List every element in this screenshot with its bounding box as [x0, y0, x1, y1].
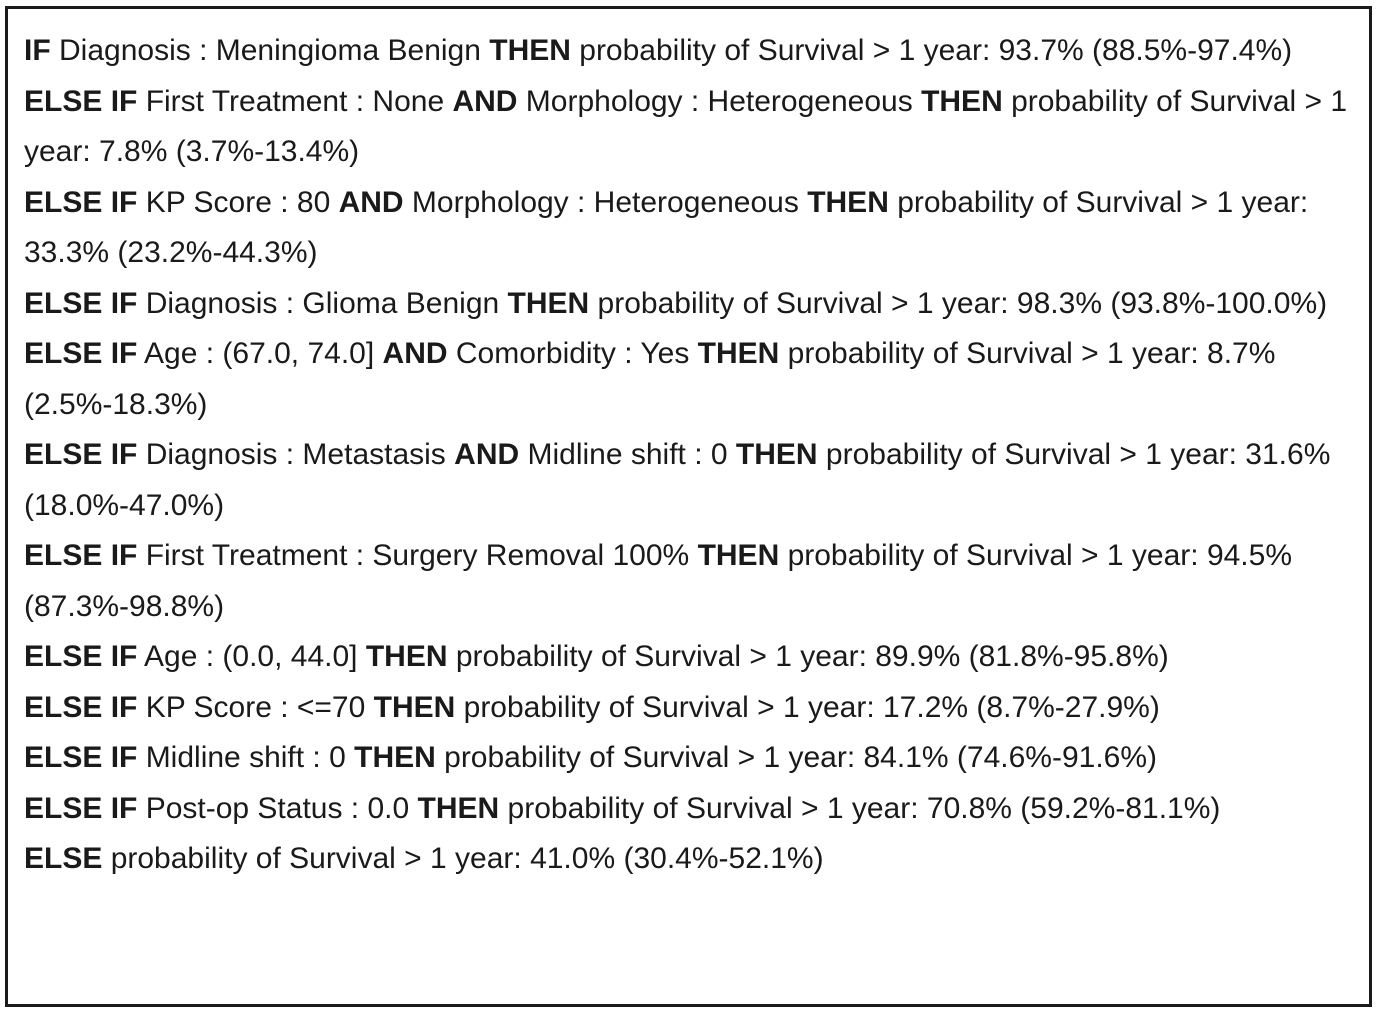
rule-keyword: IF — [24, 34, 51, 67]
rule-condition-text: KP Score : 80 — [137, 185, 339, 219]
rule-keyword: ELSE IF — [24, 185, 138, 219]
rule-keyword: AND — [338, 185, 404, 219]
rule-keyword: ELSE IF — [24, 337, 138, 370]
rule-condition-text: Midline shift : 0 — [519, 438, 736, 471]
rule-item: IF Diagnosis : Meningioma Benign THEN pr… — [24, 26, 1354, 77]
rule-condition-text: Diagnosis : Metastasis — [137, 438, 455, 471]
rule-item: ELSE probability of Survival > 1 year: 4… — [24, 834, 1354, 885]
rule-condition-text: probability of Survival > 1 year: 93.7% … — [570, 34, 1293, 67]
rule-list-frame — [5, 6, 1372, 1007]
rule-keyword: ELSE — [24, 842, 103, 875]
rule-condition-text: probability of Survival > 1 year: 17.2% … — [455, 690, 1160, 724]
rule-condition-text: Diagnosis : Meningioma Benign — [50, 34, 490, 67]
rule-keyword: THEN — [373, 690, 456, 724]
rule-condition-text: Midline shift : 0 — [137, 741, 355, 774]
rule-keyword: THEN — [735, 438, 818, 471]
rule-condition-text: probability of Survival > 1 year: 31.6% … — [24, 438, 1331, 522]
rule-item: ELSE IF First Treatment : None AND Morph… — [24, 77, 1354, 178]
rule-keyword: ELSE IF — [24, 438, 138, 471]
rule-item: ELSE IF KP Score : <=70 THEN probability… — [24, 683, 1354, 734]
rule-keyword: THEN — [354, 741, 436, 774]
rule-condition-text: probability of Survival > 1 year: 98.3% … — [589, 286, 1328, 320]
rule-item: ELSE IF Age : (67.0, 74.0] AND Comorbidi… — [24, 329, 1354, 430]
rule-keyword: AND — [452, 84, 518, 118]
rule-keyword: ELSE IF — [24, 791, 138, 825]
rule-keyword: THEN — [921, 84, 1003, 118]
rule-condition-text: probability of Survival > 1 year: 7.8% (… — [24, 84, 1348, 169]
rule-condition-text: probability of Survival > 1 year: 94.5% … — [24, 539, 1293, 623]
rule-keyword: THEN — [417, 791, 500, 825]
rule-condition-text: probability of Survival > 1 year: 84.1% … — [435, 741, 1157, 774]
decision-rule-list: IF Diagnosis : Meningioma Benign THEN pr… — [24, 26, 1354, 885]
rule-item: ELSE IF Diagnosis : Glioma Benign THEN p… — [24, 279, 1354, 330]
rule-keyword: THEN — [697, 539, 780, 572]
rule-condition-text: Comorbidity : Yes — [447, 337, 698, 370]
rule-item: ELSE IF Age : (0.0, 44.0] THEN probabili… — [24, 632, 1354, 683]
rule-condition-text: probability of Survival > 1 year: 89.9% … — [447, 640, 1169, 673]
rule-item: ELSE IF KP Score : 80 AND Morphology : H… — [24, 178, 1354, 279]
rule-keyword: AND — [454, 438, 520, 471]
rule-keyword: THEN — [365, 640, 448, 673]
rule-condition-text: Morphology : Heterogeneous — [517, 84, 922, 118]
rule-item: ELSE IF Diagnosis : Metastasis AND Midli… — [24, 430, 1354, 531]
rule-item: ELSE IF Post-op Status : 0.0 THEN probab… — [24, 784, 1354, 835]
rule-keyword: ELSE IF — [24, 286, 138, 320]
rule-keyword: THEN — [489, 34, 571, 67]
rule-keyword: AND — [382, 337, 448, 370]
rule-condition-text: probability of Survival > 1 year: 41.0% … — [102, 842, 824, 875]
rule-keyword: THEN — [507, 286, 590, 320]
rule-condition-text: probability of Survival > 1 year: 33.3% … — [24, 185, 1309, 270]
rule-condition-text: Post-op Status : 0.0 — [137, 791, 418, 825]
rule-keyword: ELSE IF — [24, 690, 138, 724]
rule-condition-text: Age : (0.0, 44.0] — [137, 640, 366, 673]
rule-item: ELSE IF First Treatment : Surgery Remova… — [24, 531, 1354, 632]
rule-keyword: ELSE IF — [24, 741, 138, 774]
rule-keyword: ELSE IF — [24, 539, 138, 572]
rule-condition-text: probability of Survival > 1 year: 70.8% … — [499, 791, 1221, 825]
rule-condition-text: First Treatment : None — [137, 84, 453, 118]
rule-keyword: ELSE IF — [24, 640, 138, 673]
rule-keyword: THEN — [807, 185, 889, 219]
rule-condition-text: Diagnosis : Glioma Benign — [137, 286, 508, 320]
rule-condition-text: KP Score : <=70 — [137, 690, 374, 724]
rule-condition-text: Age : (67.0, 74.0] — [137, 337, 383, 370]
rule-item: ELSE IF Midline shift : 0 THEN probabili… — [24, 733, 1354, 784]
rule-keyword: THEN — [697, 337, 780, 370]
rule-condition-text: First Treatment : Surgery Removal 100% — [137, 539, 698, 572]
rule-condition-text: probability of Survival > 1 year: 8.7% (… — [24, 337, 1276, 421]
rule-keyword: ELSE IF — [24, 84, 138, 118]
rule-condition-text: Morphology : Heterogeneous — [403, 185, 808, 219]
